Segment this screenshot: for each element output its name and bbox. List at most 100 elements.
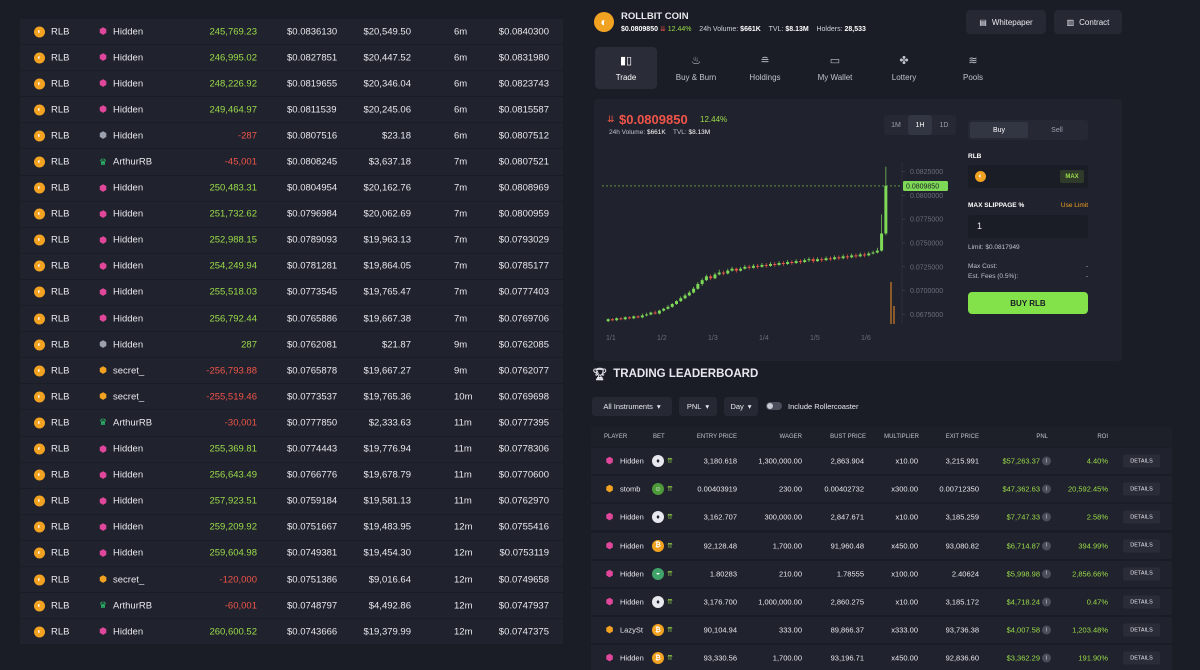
info-icon[interactable]: i (1042, 625, 1051, 635)
player-name[interactable]: Hidden (620, 541, 644, 551)
leaderboard-row[interactable]: ⬢ Hidden ₿ ⇈ 92,128.48 1,700.00 91,960.48 x450.… (591, 532, 1172, 559)
details-button[interactable]: DETAILS (1123, 567, 1160, 581)
details-button[interactable]: DETAILS (1123, 482, 1160, 496)
trade-user[interactable]: Hidden (113, 443, 144, 455)
trade-user[interactable]: Hidden (113, 104, 144, 116)
trade-user[interactable]: Hidden (113, 286, 144, 298)
trade-user[interactable]: secret_ (113, 365, 145, 377)
trade-last-price: $0.0770600 (498, 469, 549, 481)
timeframe-1h[interactable]: 1H (908, 115, 932, 135)
sell-tab[interactable]: Sell (1051, 126, 1063, 134)
info-icon[interactable]: i (1042, 456, 1051, 466)
arrow-down-icon: ⇊ (659, 26, 666, 33)
trade-user[interactable]: Hidden (113, 182, 144, 194)
tab-trade[interactable]: ▮▯ Trade (595, 47, 657, 89)
player-name[interactable]: Hidden (620, 456, 644, 466)
trade-user[interactable]: ArthurRB (113, 600, 153, 612)
player-name[interactable]: Hidden (620, 653, 644, 663)
max-button[interactable]: MAX (1060, 170, 1084, 183)
info-icon[interactable]: i (1042, 541, 1051, 551)
tab-lottery[interactable]: ✤ Lottery (873, 47, 935, 89)
player-name[interactable]: LazySt (620, 625, 643, 635)
col-bet: BET (653, 434, 665, 440)
trade-amount: 256,643.49 (209, 469, 257, 481)
leaderboard-row[interactable]: ⬢ Hidden ₿ ⇈ 93,330.56 1,700.00 93,196.71 x450.… (591, 645, 1172, 670)
trade-amount: 260,600.52 (209, 626, 257, 638)
instruments-dropdown[interactable]: All Instruments ▾ (592, 397, 672, 416)
details-button[interactable]: DETAILS (1123, 510, 1160, 524)
trade-user[interactable]: Hidden (113, 234, 144, 246)
trade-time: 6m (454, 52, 468, 64)
details-button[interactable]: DETAILS (1123, 539, 1160, 553)
tab-pools[interactable]: ≋ Pools (942, 47, 1004, 89)
leaderboard-row[interactable]: ⬢ Hidden ♦ ⇈ 3,162.707 300,000.00 2,847.671 x10… (591, 504, 1172, 531)
arrow-up-icon: ⇈ (667, 542, 673, 550)
trade-user[interactable]: Hidden (113, 260, 144, 272)
coin-stats: $0.0809850 ⇊ 12.44% 24h Volume: $661K TV… (621, 25, 866, 33)
leaderboard-row[interactable]: ⬢ stomb ☺ ⇈ 0.00403919 230.00 0.00402732 x300.0… (591, 476, 1172, 503)
timeframe-1m[interactable]: 1M (891, 121, 901, 129)
candle-body (713, 274, 717, 279)
leaderboard-row[interactable]: ⬢ Hidden ♦ ⇈ 3,176.700 1,000,000.00 2,860.275 x… (591, 589, 1172, 615)
details-button[interactable]: DETAILS (1123, 623, 1160, 637)
details-button[interactable]: DETAILS (1123, 454, 1160, 468)
details-button[interactable]: DETAILS (1123, 651, 1160, 665)
trade-user[interactable]: ArthurRB (113, 156, 153, 168)
rlb-coin-icon: ◐ (34, 339, 45, 351)
metric-dropdown[interactable]: PNL ▾ (679, 397, 717, 416)
trade-time: 7m (454, 260, 468, 272)
candle-body (666, 306, 670, 309)
use-limit-link[interactable]: Use Limit (1060, 202, 1088, 209)
trade-user[interactable]: secret_ (113, 391, 145, 403)
whitepaper-button[interactable]: ▤ Whitepaper (966, 10, 1046, 34)
player-name[interactable]: Hidden (620, 597, 644, 607)
leaderboard-row[interactable]: ⬢ Hidden ◒ ⇈ 1.80283 210.00 1.78555 x100.00 2.40… (591, 560, 1172, 587)
info-icon[interactable]: i (1042, 569, 1051, 579)
timeframe-1d[interactable]: 1D (939, 121, 949, 129)
contract-button[interactable]: ▥ Contract (1054, 10, 1122, 34)
trade-user[interactable]: ArthurRB (113, 417, 153, 429)
slippage-input[interactable]: 1 (968, 215, 1088, 238)
info-icon[interactable]: i (1042, 512, 1051, 522)
trade-user[interactable]: Hidden (113, 26, 144, 38)
trade-user[interactable]: Hidden (113, 547, 144, 559)
trade-user[interactable]: Hidden (113, 626, 144, 638)
trade-user[interactable]: Hidden (113, 208, 144, 220)
wager: 1,700.00 (772, 653, 802, 663)
candle-body (636, 316, 640, 318)
buy-tab[interactable]: Buy (970, 122, 1028, 138)
trade-user[interactable]: Hidden (113, 495, 144, 507)
trade-user[interactable]: Hidden (113, 78, 144, 90)
trade-user[interactable]: Hidden (113, 521, 144, 533)
rollercoaster-toggle[interactable] (766, 402, 782, 410)
amount-input[interactable]: ◐ MAX (968, 165, 1088, 188)
tab-my-wallet[interactable]: ▭ My Wallet (804, 47, 866, 89)
info-icon[interactable]: i (1042, 597, 1051, 607)
tab-buy-burn[interactable]: ♨ Buy & Burn (665, 47, 727, 89)
trade-time: 7m (454, 156, 468, 168)
main-tabs: ▮▯ Trade ♨ Buy & Burn ≘ Holdings ▭ My Wallet… (594, 47, 1124, 89)
trade-user[interactable]: Hidden (113, 130, 144, 142)
price-chart[interactable]: 0.0825000 0.0800000 0.0775000 0.0750000 0.07… (602, 154, 962, 354)
player-name[interactable]: stomb (620, 484, 641, 494)
period-dropdown[interactable]: Day ▾ (724, 397, 758, 416)
buy-rlb-button[interactable]: BUY RLB (968, 292, 1088, 314)
trade-user[interactable]: Hidden (113, 313, 144, 325)
trophy-icon: 🏆︎ (592, 367, 608, 381)
player-name[interactable]: Hidden (620, 512, 644, 522)
trade-user[interactable]: Hidden (113, 339, 144, 351)
trade-time: 10m (454, 391, 473, 403)
info-icon[interactable]: i (1042, 484, 1051, 494)
trade-last-price: $0.0778306 (498, 443, 549, 455)
details-button[interactable]: DETAILS (1123, 595, 1160, 609)
chevron-down-icon: ▾ (747, 402, 752, 411)
leaderboard-row[interactable]: ⬢ Hidden ♦ ⇈ 3,180.618 1,300,000.00 2,863.904 x… (591, 448, 1172, 474)
leaderboard-row[interactable]: ⬢ LazySt ₿ ⇈ 90,104.94 333.00 89,866.37 x333.00… (591, 617, 1172, 644)
tab-holdings[interactable]: ≘ Holdings (734, 47, 796, 89)
trade-user[interactable]: Hidden (113, 469, 144, 481)
player-name[interactable]: Hidden (620, 569, 644, 579)
candle-body (679, 298, 683, 302)
trade-user[interactable]: Hidden (113, 52, 144, 64)
trade-user[interactable]: secret_ (113, 574, 145, 586)
info-icon[interactable]: i (1042, 653, 1051, 663)
